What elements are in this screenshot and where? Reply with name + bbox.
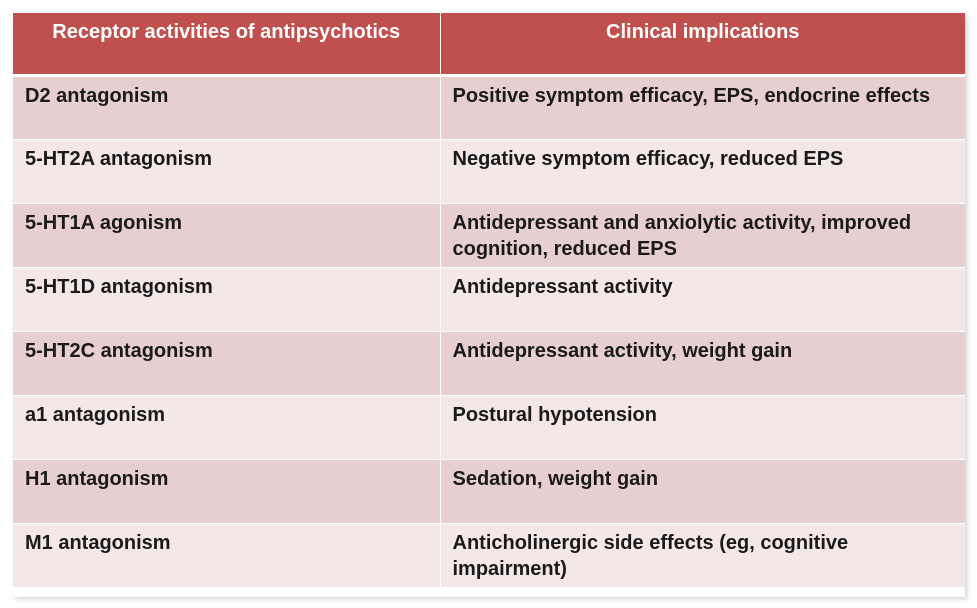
clinical-implication-cell: Negative symptom efficacy, reduced EPS bbox=[439, 138, 965, 203]
clinical-implication-cell: Sedation, weight gain bbox=[439, 458, 965, 523]
receptor-table-container: Receptor activities of antipsychotics Cl… bbox=[13, 13, 965, 597]
receptor-activity-cell: 5-HT2C antagonism bbox=[13, 330, 440, 395]
clinical-implication-cell: Antidepressant activity bbox=[439, 266, 965, 331]
receptor-activity-cell: D2 antagonism bbox=[13, 74, 440, 139]
receptor-activity-cell: 5-HT1A agonism bbox=[13, 202, 440, 267]
clinical-implication-cell: Positive symptom efficacy, EPS, endocrin… bbox=[439, 74, 965, 139]
table-header-row: Receptor activities of antipsychotics Cl… bbox=[13, 13, 965, 77]
clinical-implication-cell: Antidepressant and anxiolytic activity, … bbox=[439, 202, 965, 267]
header-receptor-activities: Receptor activities of antipsychotics bbox=[13, 13, 440, 77]
table-row: H1 antagonism Sedation, weight gain bbox=[13, 458, 965, 523]
table-row: D2 antagonism Positive symptom efficacy,… bbox=[13, 74, 965, 139]
receptor-activity-cell: 5-HT1D antagonism bbox=[13, 266, 440, 331]
table-row: a1 antagonism Postural hypotension bbox=[13, 394, 965, 459]
clinical-implication-cell: Anticholinergic side effects (eg, cognit… bbox=[439, 522, 965, 587]
table-row: 5-HT2C antagonism Antidepressant activit… bbox=[13, 330, 965, 395]
table-row: 5-HT2A antagonism Negative symptom effic… bbox=[13, 138, 965, 203]
clinical-implication-cell: Postural hypotension bbox=[439, 394, 965, 459]
receptor-activity-cell: H1 antagonism bbox=[13, 458, 440, 523]
table-row: 5-HT1A agonism Antidepressant and anxiol… bbox=[13, 202, 965, 267]
clinical-implication-cell: Antidepressant activity, weight gain bbox=[439, 330, 965, 395]
table-row: 5-HT1D antagonism Antidepressant activit… bbox=[13, 266, 965, 331]
receptor-activity-cell: a1 antagonism bbox=[13, 394, 440, 459]
header-clinical-implications: Clinical implications bbox=[439, 13, 965, 77]
receptor-activity-cell: 5-HT2A antagonism bbox=[13, 138, 440, 203]
receptor-activities-table: Receptor activities of antipsychotics Cl… bbox=[13, 13, 965, 587]
receptor-activity-cell: M1 antagonism bbox=[13, 522, 440, 587]
table-row: M1 antagonism Anticholinergic side effec… bbox=[13, 522, 965, 587]
